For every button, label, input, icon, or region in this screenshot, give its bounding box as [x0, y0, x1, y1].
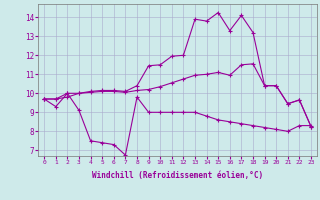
- X-axis label: Windchill (Refroidissement éolien,°C): Windchill (Refroidissement éolien,°C): [92, 171, 263, 180]
